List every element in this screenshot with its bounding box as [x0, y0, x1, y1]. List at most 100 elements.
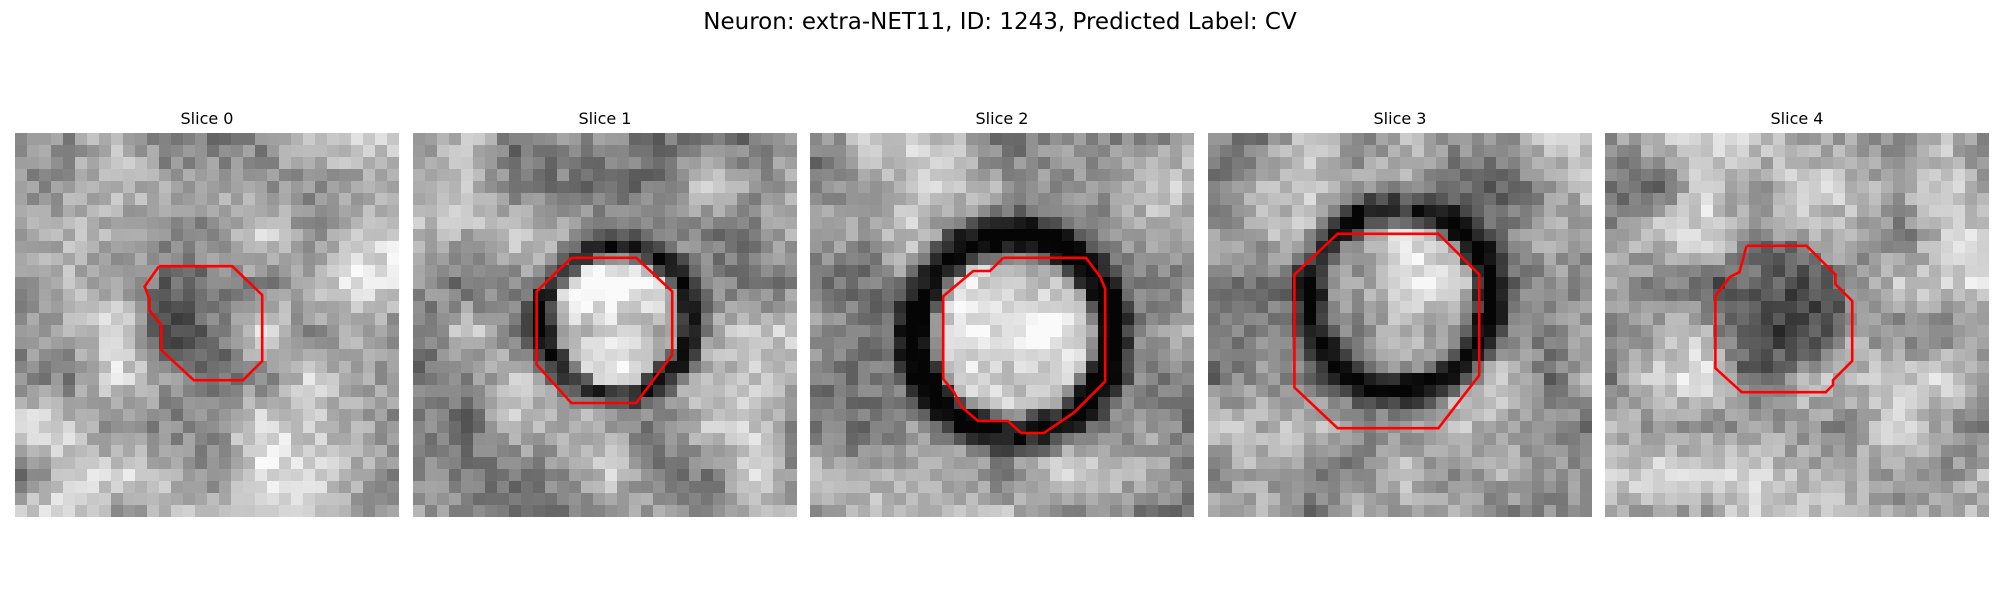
image-pixel	[413, 409, 426, 422]
image-pixel	[1665, 313, 1678, 326]
image-pixel	[183, 229, 196, 242]
image-pixel	[942, 457, 955, 470]
image-pixel	[485, 289, 498, 302]
image-pixel	[1364, 169, 1377, 182]
image-pixel	[1893, 157, 1906, 170]
image-pixel	[1182, 469, 1194, 482]
image-pixel	[147, 445, 160, 458]
image-pixel	[870, 481, 883, 494]
image-pixel	[1749, 313, 1762, 326]
image-pixel	[267, 229, 280, 242]
image-pixel	[1062, 205, 1075, 218]
image-pixel	[339, 241, 352, 254]
image-pixel	[1268, 157, 1281, 170]
image-pixel	[15, 205, 28, 218]
image-pixel	[1568, 169, 1581, 182]
image-pixel	[509, 325, 522, 338]
cell-contour	[535, 256, 674, 405]
image-pixel	[291, 325, 304, 338]
image-pixel	[473, 181, 486, 194]
image-pixel	[159, 253, 172, 266]
image-pixel	[509, 217, 522, 230]
image-pixel	[1352, 433, 1365, 446]
image-pixel	[413, 241, 426, 254]
image-pixel	[1833, 301, 1846, 314]
image-pixel	[159, 481, 172, 494]
image-pixel	[1122, 217, 1135, 230]
image-pixel	[1905, 169, 1918, 182]
image-pixel	[315, 421, 328, 434]
image-pixel	[1400, 217, 1413, 230]
image-pixel	[1424, 277, 1437, 290]
image-pixel	[327, 193, 340, 206]
image-pixel	[461, 313, 474, 326]
image-pixel	[725, 433, 738, 446]
image-pixel	[533, 229, 546, 242]
image-pixel	[761, 361, 774, 374]
image-pixel	[653, 169, 666, 182]
image-pixel	[1544, 253, 1557, 266]
image-pixel	[1701, 301, 1714, 314]
image-pixel	[1568, 265, 1581, 278]
image-pixel	[1737, 145, 1750, 158]
image-pixel	[1388, 133, 1401, 146]
image-pixel	[1725, 349, 1738, 362]
image-pixel	[63, 277, 76, 290]
image-pixel	[1268, 481, 1281, 494]
image-pixel	[1268, 205, 1281, 218]
image-pixel	[1244, 205, 1257, 218]
image-pixel	[773, 481, 786, 494]
image-pixel	[894, 325, 907, 338]
image-pixel	[1568, 289, 1581, 302]
image-pixel	[1869, 265, 1882, 278]
image-pixel	[1917, 421, 1930, 434]
image-pixel	[1074, 289, 1087, 302]
image-pixel	[785, 217, 797, 230]
image-pixel	[497, 385, 510, 398]
image-pixel	[1869, 301, 1882, 314]
image-pixel	[1074, 301, 1087, 314]
image-pixel	[87, 373, 100, 386]
image-pixel	[279, 169, 292, 182]
image-pixel	[653, 349, 666, 362]
image-pixel	[713, 169, 726, 182]
image-pixel	[1424, 193, 1437, 206]
image-pixel	[1086, 289, 1099, 302]
image-pixel	[906, 373, 919, 386]
image-pixel	[737, 457, 750, 470]
image-pixel	[219, 385, 232, 398]
image-pixel	[1809, 277, 1822, 290]
image-pixel	[39, 133, 52, 146]
image-pixel	[1182, 313, 1194, 326]
image-pixel	[1232, 253, 1245, 266]
image-pixel	[39, 169, 52, 182]
image-pixel	[1665, 157, 1678, 170]
image-pixel	[375, 505, 388, 517]
image-pixel	[713, 337, 726, 350]
image-pixel	[1268, 421, 1281, 434]
image-pixel	[1701, 265, 1714, 278]
image-pixel	[1845, 157, 1858, 170]
image-pixel	[1532, 181, 1545, 194]
image-pixel	[485, 421, 498, 434]
image-pixel	[1436, 265, 1449, 278]
image-pixel	[51, 253, 64, 266]
image-pixel	[339, 409, 352, 422]
image-pixel	[267, 445, 280, 458]
image-pixel	[123, 397, 136, 410]
image-pixel	[822, 217, 835, 230]
image-pixel	[713, 349, 726, 362]
image-pixel	[870, 241, 883, 254]
image-pixel	[425, 433, 438, 446]
image-pixel	[557, 481, 570, 494]
image-pixel	[725, 445, 738, 458]
image-pixel	[701, 193, 714, 206]
image-pixel	[942, 409, 955, 422]
image-pixel	[111, 133, 124, 146]
image-pixel	[834, 217, 847, 230]
image-pixel	[990, 181, 1003, 194]
image-pixel	[581, 469, 594, 482]
image-pixel	[641, 229, 654, 242]
image-pixel	[569, 421, 582, 434]
image-pixel	[773, 229, 786, 242]
